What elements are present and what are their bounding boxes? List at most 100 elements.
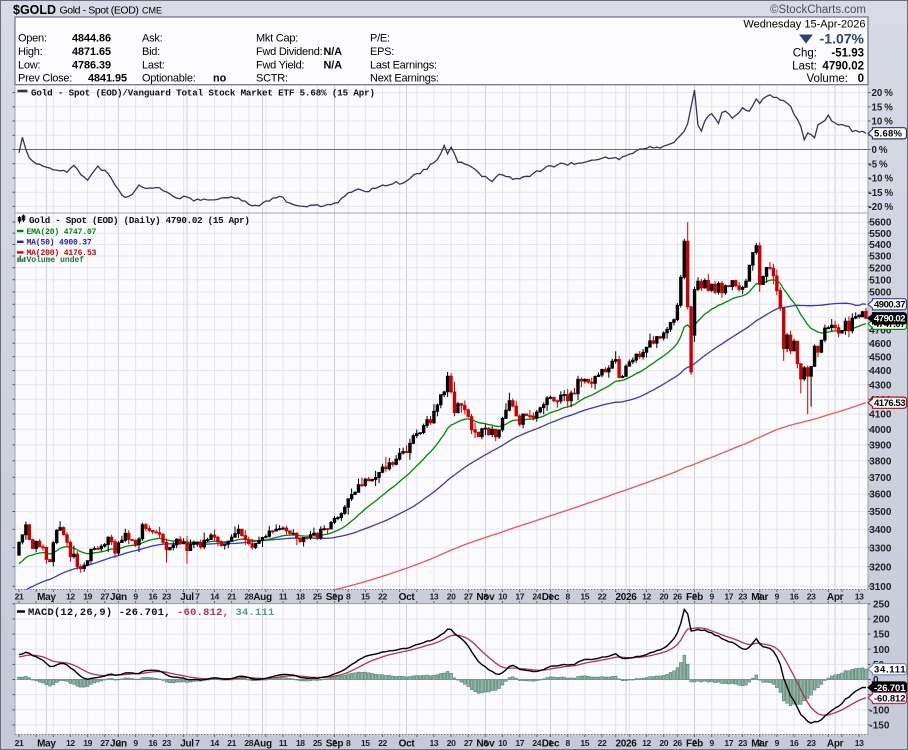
svg-text:Aug: Aug — [253, 739, 272, 750]
svg-text:16: 16 — [148, 592, 157, 602]
svg-text:23: 23 — [162, 592, 171, 602]
svg-text:4900.37: 4900.37 — [874, 300, 906, 311]
svg-text:4300: 4300 — [869, 380, 892, 391]
svg-text:7: 7 — [195, 592, 200, 602]
svg-text:14: 14 — [210, 592, 219, 602]
svg-text:21: 21 — [15, 738, 24, 748]
svg-text:4871.65: 4871.65 — [72, 46, 111, 58]
svg-text:20: 20 — [659, 592, 668, 602]
svg-text:17: 17 — [724, 738, 733, 748]
svg-text:19: 19 — [83, 592, 92, 602]
svg-text:100: 100 — [873, 645, 890, 656]
svg-text:18: 18 — [296, 738, 305, 748]
svg-text:9: 9 — [133, 738, 138, 748]
svg-text:Dec: Dec — [542, 592, 560, 603]
svg-text:10: 10 — [498, 738, 507, 748]
svg-text:MACD(12,26,9) -26.701, -60.812: MACD(12,26,9) -26.701, -60.812, 34.111 — [28, 607, 274, 619]
svg-text:Open:: Open: — [18, 33, 47, 45]
svg-text:4790.02: 4790.02 — [874, 314, 906, 325]
svg-text:May: May — [37, 592, 56, 603]
svg-text:Jul: Jul — [180, 592, 194, 603]
svg-text:11: 11 — [279, 592, 288, 602]
svg-text:4700: 4700 — [869, 326, 892, 337]
svg-text:250: 250 — [873, 600, 890, 611]
svg-text:3500: 3500 — [869, 507, 892, 518]
svg-text:Optionable:: Optionable: — [142, 73, 196, 85]
svg-text:1: 1 — [548, 738, 553, 748]
svg-text:22: 22 — [378, 738, 387, 748]
svg-text:12: 12 — [66, 592, 75, 602]
svg-text:EMA(20) 4747.07: EMA(20) 4747.07 — [27, 228, 97, 237]
svg-text:10: 10 — [498, 592, 507, 602]
svg-text:-51.93: -51.93 — [831, 48, 864, 60]
svg-text:3400: 3400 — [869, 525, 892, 536]
svg-text:-1.07%: -1.07% — [820, 31, 865, 47]
svg-text:15: 15 — [580, 738, 589, 748]
svg-text:High:: High: — [18, 46, 43, 58]
svg-text:20: 20 — [447, 738, 456, 748]
svg-text:0 %: 0 % — [872, 145, 888, 156]
svg-text:9: 9 — [710, 592, 715, 602]
svg-text:5200: 5200 — [869, 263, 892, 274]
svg-text:Wednesday 15-Apr-2026: Wednesday 15-Apr-2026 — [743, 19, 865, 31]
svg-text:4176.53: 4176.53 — [874, 398, 906, 409]
svg-text:8: 8 — [566, 738, 571, 748]
svg-text:16: 16 — [148, 738, 157, 748]
svg-text:34.111: 34.111 — [874, 665, 906, 676]
svg-text:17: 17 — [515, 738, 524, 748]
svg-text:2026: 2026 — [615, 592, 637, 603]
svg-text:Jul: Jul — [180, 739, 194, 750]
svg-text:23: 23 — [162, 738, 171, 748]
svg-text:22: 22 — [598, 592, 607, 602]
svg-text:5000: 5000 — [869, 288, 892, 299]
svg-text:20: 20 — [659, 738, 668, 748]
svg-text:8: 8 — [346, 592, 351, 602]
svg-text:5600: 5600 — [869, 218, 892, 229]
svg-text:-26.701: -26.701 — [874, 683, 906, 694]
svg-text:Fwd Yield:: Fwd Yield: — [256, 59, 304, 71]
svg-text:3100: 3100 — [869, 582, 892, 593]
svg-text:21: 21 — [227, 738, 236, 748]
svg-text:15: 15 — [580, 592, 589, 602]
svg-text:Feb: Feb — [686, 739, 703, 750]
svg-text:Jun: Jun — [110, 592, 127, 603]
svg-text:9: 9 — [133, 592, 138, 602]
svg-text:27: 27 — [464, 592, 473, 602]
svg-text:Last:: Last: — [142, 59, 165, 71]
svg-text:2: 2 — [332, 592, 337, 602]
svg-text:Feb: Feb — [686, 592, 703, 603]
svg-text:23: 23 — [807, 738, 816, 748]
svg-text:-60.812: -60.812 — [874, 693, 906, 704]
svg-text:11: 11 — [279, 738, 288, 748]
svg-text:26: 26 — [673, 738, 682, 748]
svg-text:Apr: Apr — [827, 592, 844, 603]
svg-text:-20 %: -20 % — [869, 202, 894, 213]
svg-text:2: 2 — [692, 738, 697, 748]
svg-text:28: 28 — [244, 592, 253, 602]
svg-text:13: 13 — [855, 592, 864, 602]
svg-text:3: 3 — [483, 738, 488, 748]
svg-text:5300: 5300 — [869, 252, 892, 263]
svg-text:21: 21 — [227, 592, 236, 602]
svg-text:15 %: 15 % — [872, 102, 894, 113]
svg-text:10 %: 10 % — [872, 117, 894, 128]
svg-text:$GOLD: $GOLD — [13, 3, 56, 17]
svg-text:Gold - Spot (EOD)/Vanguard Tot: Gold - Spot (EOD)/Vanguard Total Stock M… — [31, 88, 375, 99]
svg-text:8: 8 — [566, 592, 571, 602]
svg-text:May: May — [37, 739, 56, 750]
svg-text:5100: 5100 — [869, 275, 892, 286]
svg-text:9: 9 — [710, 738, 715, 748]
svg-text:2: 2 — [758, 738, 763, 748]
svg-text:©StockCharts.com: ©StockCharts.com — [770, 4, 866, 16]
svg-text:20 %: 20 % — [872, 88, 894, 99]
svg-text:3300: 3300 — [869, 543, 892, 554]
svg-text:27: 27 — [100, 738, 109, 748]
svg-text:25: 25 — [313, 592, 322, 602]
svg-text:no: no — [213, 73, 227, 85]
svg-text:Sep: Sep — [326, 739, 344, 750]
svg-text:0: 0 — [858, 73, 864, 85]
svg-text:12: 12 — [642, 592, 651, 602]
svg-text:200: 200 — [873, 615, 890, 626]
svg-text:4844.86: 4844.86 — [72, 33, 111, 45]
svg-text:Bid:: Bid: — [142, 46, 160, 58]
